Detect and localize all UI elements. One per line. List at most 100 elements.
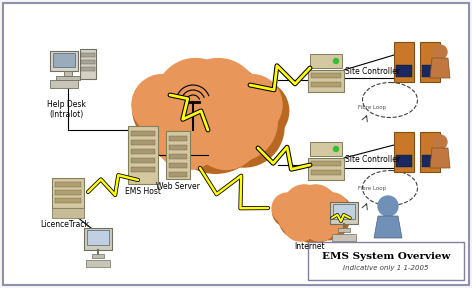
FancyBboxPatch shape (55, 190, 81, 195)
Text: Web Server: Web Server (156, 182, 200, 191)
FancyBboxPatch shape (308, 242, 464, 280)
FancyBboxPatch shape (56, 76, 80, 80)
FancyBboxPatch shape (332, 234, 356, 241)
Circle shape (299, 188, 339, 228)
FancyBboxPatch shape (81, 53, 95, 57)
Circle shape (285, 188, 335, 238)
FancyBboxPatch shape (84, 228, 112, 250)
FancyBboxPatch shape (308, 158, 344, 180)
Circle shape (155, 103, 221, 169)
Circle shape (284, 207, 317, 241)
FancyBboxPatch shape (131, 149, 155, 154)
Circle shape (289, 193, 339, 243)
FancyBboxPatch shape (310, 142, 342, 156)
FancyBboxPatch shape (55, 198, 81, 203)
Text: Help Desk
(Intralot): Help Desk (Intralot) (47, 100, 85, 120)
FancyBboxPatch shape (310, 54, 342, 68)
FancyBboxPatch shape (87, 230, 109, 245)
Text: LicenceTrack: LicenceTrack (41, 220, 90, 229)
FancyBboxPatch shape (55, 182, 81, 187)
Circle shape (185, 65, 265, 144)
Text: Fibre Loop: Fibre Loop (358, 186, 386, 191)
Circle shape (334, 147, 338, 151)
FancyBboxPatch shape (169, 145, 187, 150)
FancyBboxPatch shape (169, 154, 187, 159)
Circle shape (309, 200, 349, 240)
FancyBboxPatch shape (131, 140, 155, 145)
FancyBboxPatch shape (131, 167, 155, 172)
FancyBboxPatch shape (169, 163, 187, 168)
FancyBboxPatch shape (422, 65, 438, 77)
Circle shape (433, 45, 447, 59)
Circle shape (228, 80, 289, 141)
FancyBboxPatch shape (169, 136, 187, 141)
FancyBboxPatch shape (420, 42, 440, 82)
FancyBboxPatch shape (166, 131, 190, 179)
Text: EMS Host: EMS Host (125, 187, 161, 196)
Circle shape (433, 135, 447, 149)
FancyBboxPatch shape (396, 65, 412, 77)
Circle shape (132, 75, 193, 135)
Circle shape (204, 87, 284, 167)
Circle shape (285, 188, 325, 228)
Circle shape (133, 80, 194, 141)
Circle shape (221, 75, 282, 135)
FancyBboxPatch shape (52, 208, 84, 218)
FancyBboxPatch shape (330, 202, 358, 224)
FancyBboxPatch shape (338, 228, 350, 232)
Circle shape (157, 65, 236, 144)
Circle shape (317, 193, 348, 224)
FancyBboxPatch shape (311, 161, 341, 166)
FancyBboxPatch shape (64, 71, 72, 76)
Text: EMS System Overview: EMS System Overview (322, 252, 450, 261)
FancyBboxPatch shape (394, 42, 414, 82)
Circle shape (378, 196, 398, 216)
FancyBboxPatch shape (128, 126, 158, 184)
Circle shape (303, 207, 337, 241)
Circle shape (295, 185, 336, 225)
FancyBboxPatch shape (169, 172, 187, 177)
Text: Site Controller: Site Controller (345, 156, 400, 164)
FancyBboxPatch shape (311, 82, 341, 87)
Circle shape (279, 201, 316, 238)
Circle shape (197, 81, 278, 161)
Polygon shape (430, 148, 450, 168)
Circle shape (272, 196, 303, 227)
Circle shape (272, 193, 303, 224)
Circle shape (178, 58, 258, 139)
FancyBboxPatch shape (394, 132, 414, 172)
FancyBboxPatch shape (131, 131, 155, 136)
Circle shape (166, 75, 265, 173)
FancyBboxPatch shape (333, 204, 355, 219)
Polygon shape (374, 216, 402, 238)
FancyBboxPatch shape (396, 155, 412, 167)
Text: Site Controller: Site Controller (345, 67, 400, 77)
Text: Fibre Loop: Fibre Loop (358, 105, 386, 110)
Circle shape (144, 85, 217, 157)
FancyBboxPatch shape (311, 73, 341, 78)
Text: Indicative only 1 1-2005: Indicative only 1 1-2005 (343, 265, 429, 271)
FancyBboxPatch shape (81, 60, 95, 64)
FancyBboxPatch shape (86, 260, 110, 267)
Circle shape (193, 103, 259, 169)
Circle shape (146, 91, 219, 163)
FancyBboxPatch shape (131, 158, 155, 163)
Circle shape (156, 58, 236, 139)
FancyBboxPatch shape (311, 170, 341, 175)
FancyBboxPatch shape (420, 132, 440, 172)
Circle shape (284, 185, 324, 225)
Circle shape (158, 65, 256, 164)
FancyBboxPatch shape (81, 67, 95, 71)
FancyBboxPatch shape (50, 80, 78, 88)
Circle shape (305, 196, 346, 237)
FancyBboxPatch shape (80, 49, 96, 79)
FancyBboxPatch shape (92, 254, 104, 258)
Circle shape (278, 198, 315, 235)
FancyBboxPatch shape (3, 3, 469, 285)
FancyBboxPatch shape (52, 178, 84, 208)
Polygon shape (430, 58, 450, 78)
FancyBboxPatch shape (422, 155, 438, 167)
FancyBboxPatch shape (53, 53, 75, 67)
Text: Internet: Internet (295, 242, 325, 251)
FancyBboxPatch shape (308, 70, 344, 92)
